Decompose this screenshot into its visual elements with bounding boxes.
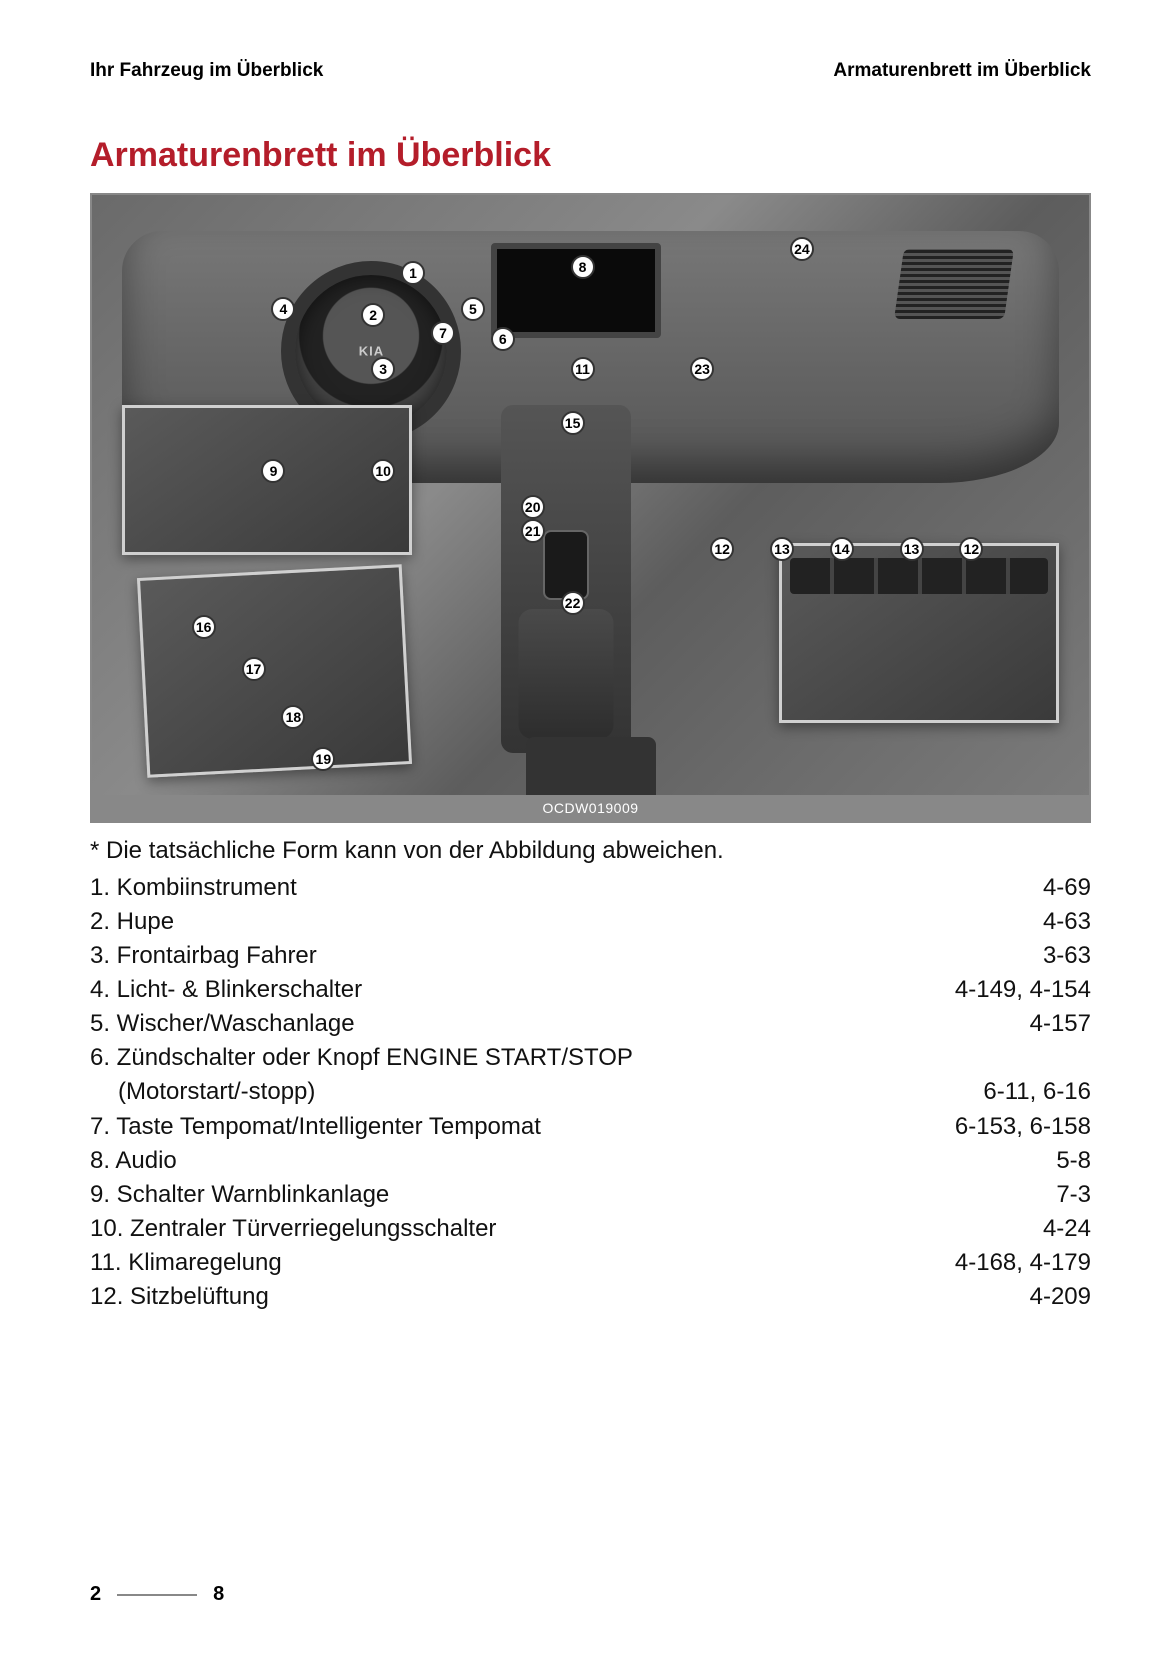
reference-page: 4-24 xyxy=(1043,1212,1091,1246)
reference-label: 2. Hupe xyxy=(90,905,1043,939)
reference-row: 7. Taste Tempomat/Intelligenter Tempomat… xyxy=(90,1110,1091,1144)
chapter-number: 2 xyxy=(90,1583,101,1606)
reference-row: 5. Wischer/Waschanlage4-157 xyxy=(90,1007,1091,1041)
page-number: 8 xyxy=(213,1583,224,1606)
gear-shifter xyxy=(543,530,589,600)
callout-21: 21 xyxy=(521,519,545,543)
reference-page: 4-63 xyxy=(1043,905,1091,939)
reference-label: 9. Schalter Warnblinkanlage xyxy=(90,1178,1056,1212)
reference-page: 4-69 xyxy=(1043,871,1091,905)
callout-24: 24 xyxy=(790,237,814,261)
callout-1: 1 xyxy=(401,261,425,285)
reference-row: 2. Hupe4-63 xyxy=(90,905,1091,939)
reference-page: 7-3 xyxy=(1056,1178,1091,1212)
callout-5: 5 xyxy=(461,297,485,321)
reference-label: 12. Sitzbelüftung xyxy=(90,1280,1030,1314)
rear-vents xyxy=(526,737,656,797)
reference-page: 3-63 xyxy=(1043,939,1091,973)
reference-label: 8. Audio xyxy=(90,1144,1056,1178)
callout-11: 11 xyxy=(571,357,595,381)
callout-8: 8 xyxy=(571,255,595,279)
reference-label: 5. Wischer/Waschanlage xyxy=(90,1007,1030,1041)
reference-row: (Motorstart/-stopp)6-11, 6-16 xyxy=(90,1075,1091,1109)
callout-3: 3 xyxy=(371,357,395,381)
inset-climate-panel xyxy=(779,543,1059,723)
section-title: Armaturenbrett im Überblick xyxy=(90,136,1091,175)
reference-label: 7. Taste Tempomat/Intelligenter Tempomat xyxy=(90,1110,955,1144)
callout-16: 16 xyxy=(192,615,216,639)
dashboard-figure: 1234567891011121313121415161718192021222… xyxy=(90,193,1091,797)
reference-row: 3. Frontairbag Fahrer3-63 xyxy=(90,939,1091,973)
header-left: Ihr Fahrzeug im Überblick xyxy=(90,60,323,82)
reference-label: 11. Klimaregelung xyxy=(90,1246,955,1280)
page-footer: 2 8 xyxy=(90,1583,224,1606)
reference-row: 12. Sitzbelüftung4-209 xyxy=(90,1280,1091,1314)
reference-label: 1. Kombiinstrument xyxy=(90,871,1043,905)
callout-13: 13 xyxy=(770,537,794,561)
callout-7: 7 xyxy=(431,321,455,345)
reference-row: 11. Klimaregelung4-168, 4-179 xyxy=(90,1246,1091,1280)
header-right: Armaturenbrett im Überblick xyxy=(833,60,1091,82)
figure-underbar xyxy=(90,819,1091,823)
reference-label: 10. Zentraler Türverriegelungsschalter xyxy=(90,1212,1043,1246)
reference-page: 5-8 xyxy=(1056,1144,1091,1178)
reference-row: 9. Schalter Warnblinkanlage7-3 xyxy=(90,1178,1091,1212)
reference-row: 8. Audio5-8 xyxy=(90,1144,1091,1178)
reference-page: 6-153, 6-158 xyxy=(955,1110,1091,1144)
reference-label: 6. Zündschalter oder Knopf ENGINE START/… xyxy=(90,1041,1091,1075)
reference-row: 10. Zentraler Türverriegelungsschalter4-… xyxy=(90,1212,1091,1246)
reference-row: 4. Licht- & Blinkerschalter4-149, 4-154 xyxy=(90,973,1091,1007)
callout-22: 22 xyxy=(561,591,585,615)
callout-2: 2 xyxy=(361,303,385,327)
callout-6: 6 xyxy=(491,327,515,351)
reference-page: 4-209 xyxy=(1030,1280,1091,1314)
callout-13: 13 xyxy=(900,537,924,561)
callout-17: 17 xyxy=(242,657,266,681)
reference-page: 4-168, 4-179 xyxy=(955,1246,1091,1280)
reference-list: 1. Kombiinstrument4-692. Hupe4-633. Fron… xyxy=(90,871,1091,1314)
air-vent-right xyxy=(894,249,1014,319)
reference-label: (Motorstart/-stopp) xyxy=(90,1075,983,1109)
armrest xyxy=(518,609,613,739)
reference-label: 4. Licht- & Blinkerschalter xyxy=(90,973,955,1007)
reference-row: 6. Zündschalter oder Knopf ENGINE START/… xyxy=(90,1041,1091,1075)
reference-page: 6-11, 6-16 xyxy=(983,1075,1091,1109)
callout-20: 20 xyxy=(521,495,545,519)
figure-caption: OCDW019009 xyxy=(90,797,1091,819)
footer-rule xyxy=(117,1594,197,1596)
callout-23: 23 xyxy=(690,357,714,381)
center-console xyxy=(501,405,631,753)
reference-row: 1. Kombiinstrument4-69 xyxy=(90,871,1091,905)
callout-15: 15 xyxy=(561,411,585,435)
reference-page: 4-149, 4-154 xyxy=(955,973,1091,1007)
figure-note: * Die tatsächliche Form kann von der Abb… xyxy=(90,837,1091,865)
inset-drive-mode xyxy=(137,564,412,778)
running-header: Ihr Fahrzeug im Überblick Armaturenbrett… xyxy=(90,60,1091,82)
callout-12: 12 xyxy=(710,537,734,561)
callout-10: 10 xyxy=(371,459,395,483)
reference-page: 4-157 xyxy=(1030,1007,1091,1041)
reference-label: 3. Frontairbag Fahrer xyxy=(90,939,1043,973)
callout-14: 14 xyxy=(830,537,854,561)
